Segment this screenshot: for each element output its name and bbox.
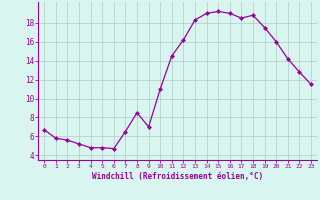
X-axis label: Windchill (Refroidissement éolien,°C): Windchill (Refroidissement éolien,°C)	[92, 172, 263, 181]
